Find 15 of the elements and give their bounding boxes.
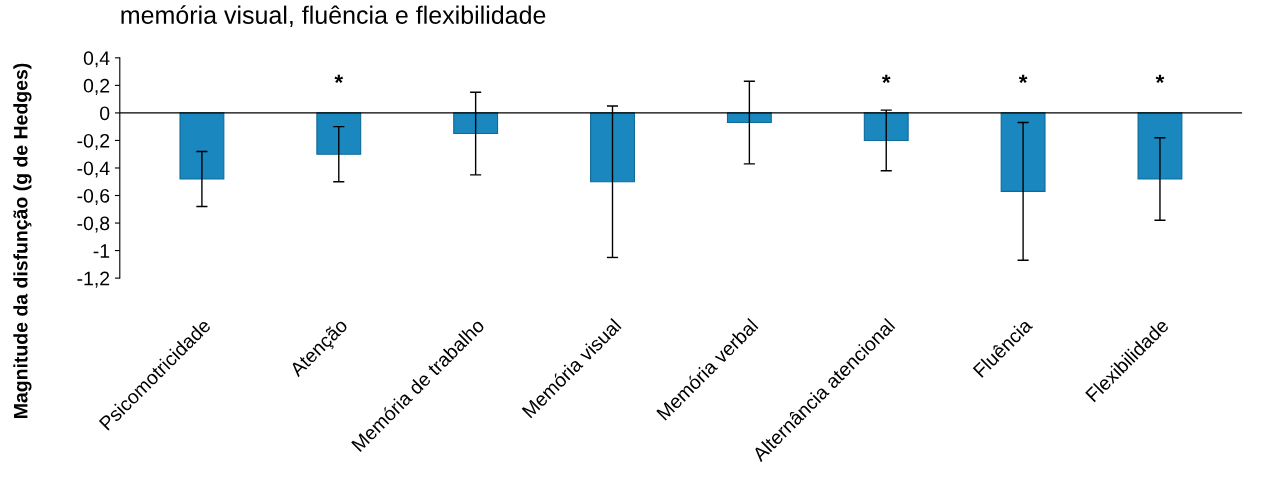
y-tick-label: -1	[93, 244, 110, 258]
chart-title: memória visual, fluência e flexibilidade	[121, 5, 546, 27]
y-tick-label: -0,6	[77, 188, 110, 206]
y-tick-label: -1,2	[77, 271, 110, 288]
data-label: *	[1155, 74, 1165, 83]
y-tick-label: -0,8	[77, 216, 110, 233]
y-tick-label: -0,4	[77, 161, 110, 178]
data-label: *	[334, 74, 344, 83]
data-label: *	[1018, 74, 1028, 83]
y-tick-label: -0,2	[77, 133, 110, 150]
y-tick-label: 0,2	[83, 78, 110, 95]
data-label: *	[881, 74, 891, 83]
y-tick-label: 0	[100, 106, 110, 121]
y-tick-label: 0,4	[83, 51, 110, 68]
y-axis-title: Magnitude da disfunção (g de Hedges)	[13, 63, 32, 418]
